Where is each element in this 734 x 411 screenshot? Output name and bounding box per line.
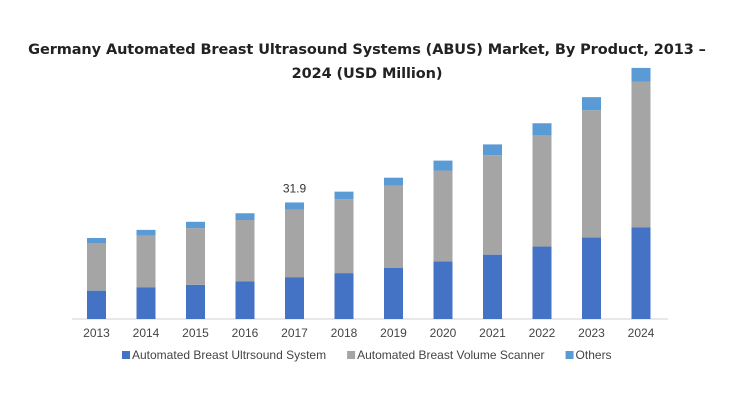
bar-automated-breast-ultrsound-system-2018 bbox=[334, 273, 354, 319]
bar-others-2013 bbox=[87, 238, 106, 244]
bar-automated-breast-ultrsound-system-2022 bbox=[532, 246, 552, 319]
bar-automated-breast-ultrsound-system-2021 bbox=[483, 254, 502, 319]
bar-automated-breast-volume-scanner-2020 bbox=[433, 170, 453, 262]
bar-automated-breast-volume-scanner-2014 bbox=[136, 235, 156, 288]
x-tick-label: 2013 bbox=[83, 326, 110, 340]
bar-automated-breast-volume-scanner-2023 bbox=[582, 110, 601, 238]
bar-automated-breast-ultrsound-system-2016 bbox=[235, 281, 255, 319]
legend: Automated Breast Ultrsound System Automat… bbox=[122, 348, 612, 362]
bar-automated-breast-volume-scanner-2017 bbox=[285, 209, 304, 278]
bar-automated-breast-volume-scanner-2019 bbox=[384, 185, 403, 268]
x-tick-label: 2015 bbox=[182, 326, 209, 340]
bar-automated-breast-volume-scanner-2021 bbox=[483, 155, 502, 255]
bar-automated-breast-ultrsound-system-2023 bbox=[582, 237, 601, 319]
x-tick-label: 2018 bbox=[331, 326, 358, 340]
chart-title: Germany Automated Breast Ultrasound Syst… bbox=[28, 42, 706, 82]
bar-automated-breast-ultrsound-system-2020 bbox=[433, 261, 453, 319]
bar-group bbox=[87, 67, 651, 319]
bar-automated-breast-volume-scanner-2016 bbox=[235, 220, 255, 282]
x-tick-label: 2019 bbox=[380, 326, 407, 340]
data-label-2017: 31.9 bbox=[283, 181, 307, 195]
bar-others-2021 bbox=[483, 144, 502, 156]
bar-others-2019 bbox=[384, 177, 403, 186]
bar-automated-breast-ultrsound-system-2014 bbox=[136, 287, 156, 319]
bar-automated-breast-ultrsound-system-2019 bbox=[384, 267, 403, 319]
legend-swatch bbox=[122, 351, 130, 359]
x-tick-label: 2020 bbox=[430, 326, 457, 340]
x-axis-ticks: 2013 2014 2015 2016 2017 2018 2019 2020 2021 2022… bbox=[83, 326, 655, 340]
bar-automated-breast-ultrsound-system-2013 bbox=[87, 290, 106, 319]
bar-automated-breast-volume-scanner-2013 bbox=[87, 243, 106, 291]
bar-others-2018 bbox=[334, 191, 354, 200]
legend-swatch bbox=[565, 351, 574, 359]
x-tick-label: 2014 bbox=[133, 326, 160, 340]
data-labels: 31.9 bbox=[283, 181, 307, 195]
bar-automated-breast-ultrsound-system-2024 bbox=[631, 227, 651, 319]
x-tick-label: 2024 bbox=[628, 326, 655, 340]
bar-others-2020 bbox=[433, 160, 453, 171]
x-tick-label: 2023 bbox=[578, 326, 605, 340]
x-tick-label: 2016 bbox=[232, 326, 259, 340]
bar-automated-breast-volume-scanner-2022 bbox=[532, 135, 552, 247]
legend-item-label: Automated Breast Volume Scanner bbox=[357, 348, 544, 362]
x-tick-label: 2017 bbox=[281, 326, 308, 340]
bar-others-2017 bbox=[285, 202, 304, 210]
bar-others-2022 bbox=[532, 123, 552, 136]
bar-others-2014 bbox=[136, 229, 156, 236]
bar-automated-breast-ultrsound-system-2015 bbox=[186, 284, 205, 319]
x-tick-label: 2022 bbox=[529, 326, 556, 340]
x-tick-label: 2021 bbox=[479, 326, 506, 340]
legend-item-label: Others bbox=[576, 348, 612, 362]
legend-item-label: Automated Breast Ultrsound System bbox=[132, 348, 326, 362]
bar-others-2024 bbox=[631, 67, 651, 82]
bar-others-2023 bbox=[582, 97, 601, 111]
legend-swatch bbox=[347, 351, 356, 359]
bar-automated-breast-ultrsound-system-2017 bbox=[285, 277, 304, 319]
bar-automated-breast-volume-scanner-2015 bbox=[186, 228, 205, 285]
bar-others-2015 bbox=[186, 221, 205, 229]
bar-automated-breast-volume-scanner-2024 bbox=[631, 81, 651, 228]
bar-others-2016 bbox=[235, 213, 255, 220]
bar-automated-breast-volume-scanner-2018 bbox=[334, 199, 354, 274]
